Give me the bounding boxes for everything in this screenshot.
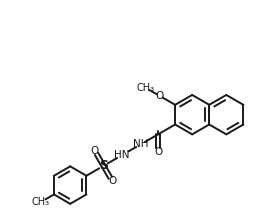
Text: NH: NH bbox=[133, 139, 149, 149]
Text: S: S bbox=[99, 159, 108, 172]
Text: O: O bbox=[156, 91, 164, 101]
Text: O: O bbox=[108, 176, 116, 186]
Text: O: O bbox=[91, 146, 99, 156]
Text: CH₃: CH₃ bbox=[31, 197, 49, 207]
Text: HN: HN bbox=[114, 150, 130, 160]
Text: CH₃: CH₃ bbox=[136, 83, 154, 93]
Text: O: O bbox=[154, 147, 162, 157]
